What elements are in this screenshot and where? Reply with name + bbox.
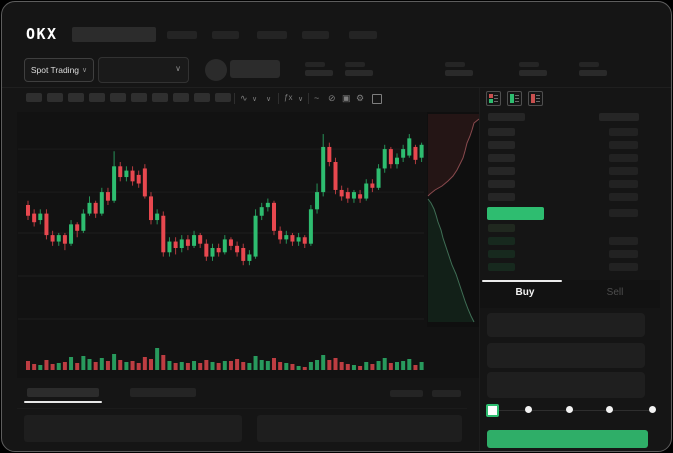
timeframe-chip-skeleton[interactable] bbox=[26, 93, 42, 102]
coin-avatar-skeleton bbox=[205, 59, 227, 81]
amount-input-skeleton[interactable] bbox=[487, 343, 645, 368]
stat-label-skeleton bbox=[445, 62, 465, 67]
stat-label-skeleton bbox=[519, 62, 539, 67]
fullscreen-icon[interactable] bbox=[372, 94, 382, 104]
spot-trading-label: Spot Trading bbox=[30, 65, 80, 75]
bottom-action-skeleton[interactable] bbox=[432, 390, 461, 397]
ask-amount-skeleton bbox=[609, 128, 638, 136]
interval-dropdown-icon[interactable]: ∨ bbox=[266, 96, 272, 103]
bottom-divider bbox=[17, 408, 467, 409]
stat-label-skeleton bbox=[305, 62, 325, 67]
slider-stop-dot[interactable] bbox=[606, 406, 613, 413]
bid-price-skeleton bbox=[488, 263, 515, 271]
timeframe-chip-skeleton[interactable] bbox=[47, 93, 63, 102]
bid-amount-skeleton bbox=[609, 250, 638, 258]
stat-label-skeleton bbox=[345, 62, 365, 67]
timeframe-chip-skeleton[interactable] bbox=[110, 93, 126, 102]
timeframe-chip-skeleton[interactable] bbox=[173, 93, 189, 102]
price-input-skeleton[interactable] bbox=[487, 313, 645, 337]
timeframe-chip-skeleton[interactable] bbox=[194, 93, 210, 102]
ask-price-skeleton bbox=[488, 141, 515, 149]
buy-tab[interactable]: Buy bbox=[515, 287, 535, 298]
bids-only-icon[interactable] bbox=[507, 91, 522, 106]
header-divider bbox=[2, 87, 671, 88]
spot-trading-button[interactable]: Spot Trading ∨ bbox=[24, 58, 94, 82]
panel-divider bbox=[479, 88, 480, 451]
indicators-icon[interactable]: ƒx bbox=[284, 93, 293, 102]
chart-settings-icon[interactable]: ⚙ bbox=[356, 93, 365, 103]
slider-handle[interactable] bbox=[486, 404, 499, 417]
toolbar-separator bbox=[234, 93, 235, 104]
slider-stop-dot[interactable] bbox=[525, 406, 532, 413]
slider-stop-dot[interactable] bbox=[649, 406, 656, 413]
stat-value-skeleton bbox=[345, 70, 373, 76]
orderbook-header-skeleton bbox=[599, 113, 639, 121]
stat-value-skeleton bbox=[519, 70, 547, 76]
pair-selector-dropdown[interactable]: ∨ bbox=[98, 57, 189, 83]
stat-value-skeleton bbox=[445, 70, 473, 76]
bid-amount-skeleton bbox=[609, 237, 638, 245]
timeframe-chip-skeleton[interactable] bbox=[152, 93, 168, 102]
nav-item-skeleton[interactable] bbox=[257, 31, 287, 39]
candle-style-icon[interactable]: ∿ bbox=[240, 93, 248, 103]
stat-value-skeleton bbox=[579, 70, 607, 76]
chevron-down-icon: ∨ bbox=[175, 64, 181, 73]
orders-panel-skeleton bbox=[24, 415, 242, 442]
nav-item-skeleton[interactable] bbox=[212, 31, 239, 39]
ask-price-skeleton bbox=[488, 193, 515, 201]
nav-item-skeleton[interactable] bbox=[302, 31, 329, 39]
nav-item-skeleton[interactable] bbox=[349, 31, 377, 39]
orders-panel-skeleton bbox=[257, 415, 462, 442]
trade-tabbar: Buy Sell bbox=[480, 280, 660, 308]
slider-stop-dot[interactable] bbox=[566, 406, 573, 413]
bottom-action-skeleton[interactable] bbox=[390, 390, 423, 397]
last-price-highlight[interactable] bbox=[487, 207, 544, 220]
chevron-down-icon[interactable]: ∨ bbox=[298, 96, 304, 103]
bid-price-skeleton bbox=[488, 250, 515, 258]
chevron-down-icon[interactable]: ∨ bbox=[252, 96, 258, 103]
last-amount-skeleton bbox=[609, 209, 638, 217]
ask-amount-skeleton bbox=[609, 167, 638, 175]
bid-price-skeleton bbox=[488, 224, 515, 232]
stat-label-skeleton bbox=[579, 62, 599, 67]
ask-price-skeleton bbox=[488, 167, 515, 175]
bottom-tab-skeleton[interactable] bbox=[130, 388, 196, 397]
active-tab-underline bbox=[24, 401, 102, 403]
toolbar-separator bbox=[308, 93, 309, 104]
camera-snapshot-icon[interactable]: ▣ bbox=[342, 93, 351, 103]
okx-logo[interactable]: OKX bbox=[26, 25, 58, 43]
nav-title-skeleton bbox=[72, 27, 156, 42]
total-input-skeleton[interactable] bbox=[487, 372, 645, 398]
buy-submit-button[interactable] bbox=[487, 430, 648, 448]
ask-price-skeleton bbox=[488, 154, 515, 162]
stat-value-skeleton bbox=[305, 70, 333, 76]
toolbar-separator bbox=[278, 93, 279, 104]
orderbook-header-skeleton bbox=[488, 113, 525, 121]
bottom-tab-active-skeleton[interactable] bbox=[27, 388, 99, 397]
trendline-tool-icon[interactable]: ~ bbox=[314, 93, 320, 103]
ask-price-skeleton bbox=[488, 128, 515, 136]
timeframe-chip-skeleton[interactable] bbox=[89, 93, 105, 102]
timeframe-chip-skeleton[interactable] bbox=[215, 93, 231, 102]
bid-amount-skeleton bbox=[609, 263, 638, 271]
bid-price-skeleton bbox=[488, 237, 515, 245]
ask-amount-skeleton bbox=[609, 141, 638, 149]
asks-only-icon[interactable] bbox=[528, 91, 543, 106]
sell-tab[interactable]: Sell bbox=[606, 287, 624, 298]
buy-tab-underline bbox=[482, 280, 562, 282]
drawing-tool-icon[interactable]: ⊘ bbox=[328, 93, 336, 103]
ask-amount-skeleton bbox=[609, 154, 638, 162]
ask-amount-skeleton bbox=[609, 193, 638, 201]
pair-name-skeleton bbox=[230, 60, 280, 78]
ask-price-skeleton bbox=[488, 180, 515, 188]
timeframe-chip-skeleton[interactable] bbox=[68, 93, 84, 102]
ask-amount-skeleton bbox=[609, 180, 638, 188]
nav-item-skeleton[interactable] bbox=[167, 31, 197, 39]
chevron-down-icon: ∨ bbox=[82, 67, 88, 74]
timeframe-chip-skeleton[interactable] bbox=[131, 93, 147, 102]
combined-book-icon[interactable] bbox=[486, 91, 501, 106]
